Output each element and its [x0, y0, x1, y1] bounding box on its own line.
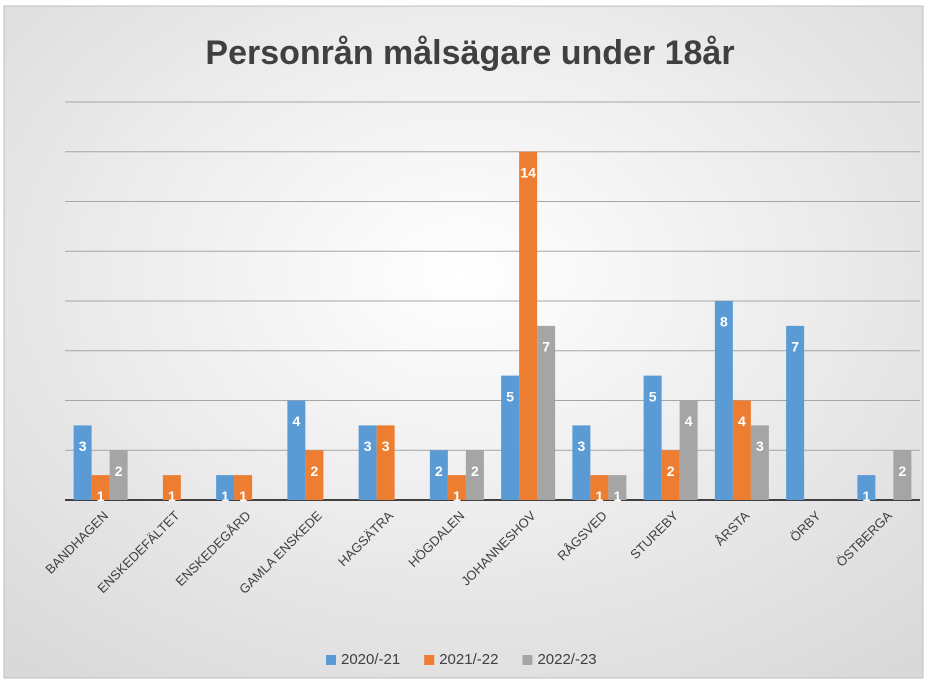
- bar: [643, 375, 662, 500]
- value-label: 5: [649, 388, 657, 404]
- bar: [572, 425, 591, 500]
- value-label: 4: [738, 413, 746, 429]
- value-label: 1: [595, 488, 603, 504]
- bar: [857, 475, 876, 500]
- chart-title: Personrån målsägare under 18år: [205, 34, 734, 72]
- chart-background: [3, 5, 924, 679]
- value-label: 3: [364, 438, 372, 454]
- bar: [376, 425, 395, 500]
- bar: [679, 400, 698, 500]
- bar: [786, 325, 805, 500]
- bar: [501, 375, 520, 500]
- bar: [109, 450, 128, 500]
- bar: [465, 450, 484, 500]
- value-label: 2: [667, 463, 675, 479]
- bar: [305, 450, 324, 500]
- bar: [91, 475, 110, 500]
- value-label: 2: [471, 463, 479, 479]
- bar: [590, 475, 609, 500]
- bar: [732, 400, 751, 500]
- value-label: 7: [791, 339, 799, 355]
- bar: [447, 475, 466, 500]
- bar: [358, 425, 377, 500]
- legend-swatch: [326, 655, 336, 665]
- value-label: 5: [506, 388, 514, 404]
- bar: [216, 475, 235, 500]
- bar: [162, 475, 181, 500]
- bar: [287, 400, 306, 500]
- bar: [234, 475, 253, 500]
- value-label: 7: [542, 339, 550, 355]
- bar: [429, 450, 448, 500]
- bar: [537, 325, 556, 500]
- value-label: 3: [382, 438, 390, 454]
- value-label: 2: [898, 463, 906, 479]
- value-label: 2: [435, 463, 443, 479]
- value-label: 4: [685, 413, 693, 429]
- legend-label: 2020/-21: [341, 651, 400, 668]
- value-label: 1: [613, 488, 621, 504]
- legend-label: 2022/-23: [537, 651, 596, 668]
- legend-swatch: [522, 655, 533, 665]
- value-label: 2: [310, 463, 318, 479]
- value-label: 1: [862, 488, 870, 504]
- bar: [519, 151, 538, 500]
- value-label: 1: [97, 488, 105, 504]
- bar: [661, 450, 680, 500]
- value-label: 3: [756, 438, 764, 454]
- bar: [893, 450, 912, 500]
- legend-swatch: [424, 655, 435, 665]
- value-label: 14: [520, 164, 536, 180]
- value-label: 1: [239, 488, 247, 504]
- legend-label: 2021/-22: [439, 651, 498, 668]
- bar: [714, 301, 733, 500]
- value-label: 3: [79, 438, 87, 454]
- value-label: 2: [115, 463, 123, 479]
- bar: [750, 425, 769, 500]
- value-label: 1: [453, 488, 461, 504]
- value-label: 8: [720, 314, 728, 330]
- bar: [73, 425, 92, 500]
- bar: [608, 475, 627, 500]
- value-label: 3: [577, 438, 585, 454]
- value-label: 1: [168, 488, 176, 504]
- value-label: 4: [292, 413, 300, 429]
- value-label: 1: [221, 488, 229, 504]
